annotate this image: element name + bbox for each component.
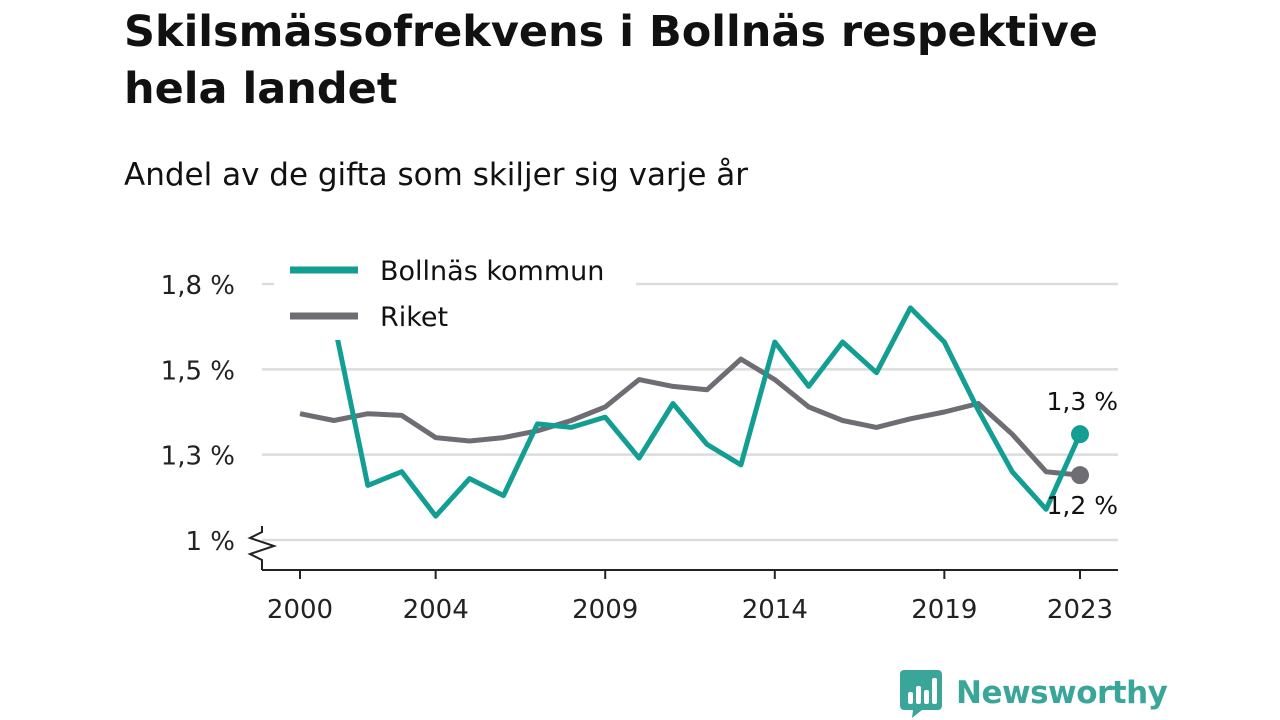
chart-subtitle: Andel av de gifta som skiljer sig varje … bbox=[124, 157, 748, 193]
x-tick-label: 2023 bbox=[1047, 595, 1113, 625]
x-tick-label: 2009 bbox=[572, 595, 638, 625]
y-tick-label: 1,8 % bbox=[161, 271, 235, 301]
y-axis: 1 % 1,3 % 1,5 % 1,8 % bbox=[161, 271, 278, 570]
x-tick-label: 2000 bbox=[267, 595, 333, 625]
legend-label-riket: Riket bbox=[380, 302, 448, 333]
end-label-bollnas: 1,3 % bbox=[1047, 387, 1118, 416]
bar-chart-speech-bubble-icon bbox=[900, 670, 942, 718]
x-tick-label: 2019 bbox=[911, 595, 977, 625]
newsworthy-logo: Newsworthy bbox=[900, 668, 1168, 718]
y-tick-label: 1 % bbox=[185, 527, 235, 557]
series-line-bollnas bbox=[298, 292, 1083, 519]
chart-title: Skilsmässofrekvens i Bollnäs respektive … bbox=[124, 7, 1098, 114]
x-tick-label: 2004 bbox=[403, 595, 469, 625]
axis-break-icon bbox=[247, 526, 278, 570]
x-axis: 2000 2004 2009 2014 2019 2023 bbox=[262, 569, 1118, 625]
brand-name: Newsworthy bbox=[956, 675, 1168, 711]
series-lines bbox=[298, 292, 1083, 519]
legend-background bbox=[274, 248, 636, 340]
end-point-bollnas bbox=[1071, 425, 1089, 444]
y-tick-label: 1,3 % bbox=[161, 442, 235, 472]
series-line-riket bbox=[299, 356, 1081, 478]
end-point-riket bbox=[1071, 466, 1089, 485]
legend: Bollnäs kommun Riket bbox=[274, 248, 636, 340]
end-points bbox=[1071, 425, 1089, 485]
x-tick-label: 2014 bbox=[742, 595, 808, 625]
legend-label-bollnas: Bollnäs kommun bbox=[380, 256, 604, 287]
end-label-riket: 1,2 % bbox=[1047, 491, 1118, 520]
y-tick-label: 1,5 % bbox=[161, 356, 235, 386]
